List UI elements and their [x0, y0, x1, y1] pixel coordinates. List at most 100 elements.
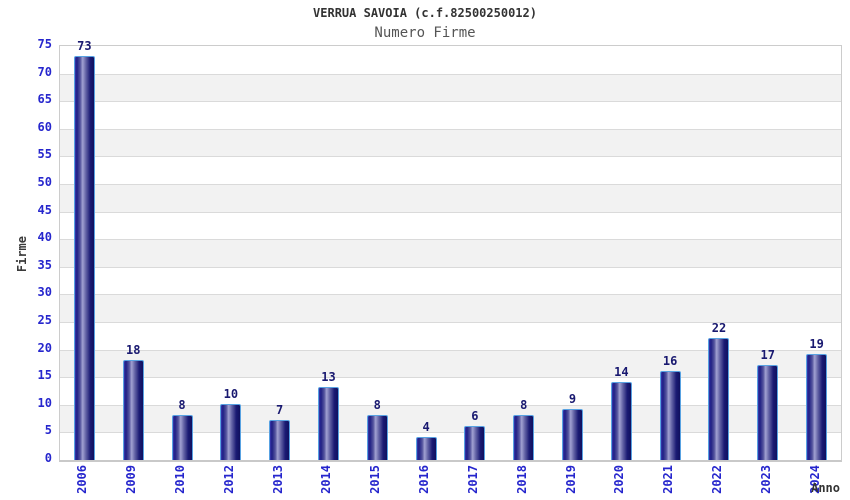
bar: [366, 414, 388, 460]
x-tick-label: 2009: [124, 465, 138, 498]
x-tick-label-text: 2023: [758, 465, 773, 494]
y-tick-label: 55: [37, 147, 52, 162]
bar-value-label: 17: [760, 348, 775, 363]
plot-band: [60, 184, 841, 212]
x-tick-label-text: 2020: [612, 465, 627, 494]
x-tick-label: 2019: [564, 465, 578, 498]
x-tick-label: 2014: [319, 465, 333, 498]
x-tick-label-text: 2016: [417, 465, 432, 494]
y-tick-label: 35: [37, 257, 52, 272]
gridline: [60, 101, 841, 103]
y-tick-label: 75: [37, 37, 52, 51]
x-tick-label-text: 2018: [514, 465, 529, 494]
x-tick-label-text: 2014: [319, 465, 334, 494]
y-tick-label: 15: [37, 368, 52, 383]
bar: [464, 425, 486, 460]
y-tick-label: 5: [44, 423, 52, 438]
bar: [610, 381, 632, 460]
plot-band: [60, 73, 841, 102]
bar: [171, 414, 193, 460]
gridline: [60, 266, 841, 268]
x-tick-label: 2017: [466, 465, 480, 498]
x-tick-label: 2018: [515, 465, 529, 498]
bar-value-label: 73: [77, 39, 92, 54]
bar-value-label: 13: [321, 370, 336, 385]
bar-value-label: 4: [422, 419, 430, 434]
gridline: [60, 239, 841, 241]
y-tick-label: 30: [37, 285, 52, 300]
bar-value-label: 18: [125, 342, 141, 357]
bar: [757, 365, 779, 460]
bar-value-label: 8: [178, 397, 186, 412]
bar: [269, 420, 291, 460]
bar: [220, 403, 242, 460]
x-tick-label: 2023: [759, 465, 773, 498]
x-axis-title: Anno: [811, 481, 840, 495]
bar: [317, 387, 339, 460]
x-tick-label: 2013: [271, 465, 285, 498]
bar-value-label: 7: [276, 403, 284, 418]
bar-value-label: 9: [568, 392, 577, 407]
x-tick-label: 2016: [417, 465, 431, 498]
bar-value-label: 22: [711, 320, 727, 335]
bar: [806, 354, 828, 460]
bar: [73, 56, 95, 460]
bar-value-label: 16: [662, 353, 678, 368]
plot-band: [60, 294, 841, 322]
plot-area: 73 18 8 10 7 13 8 4 6 8 9 14 16 22 17 19: [59, 39, 842, 462]
gridline: [60, 322, 841, 323]
x-tick-label: 2020: [612, 465, 626, 498]
x-tick-label-text: 2019: [563, 465, 578, 494]
chart-subtitle: Numero Firme: [374, 25, 476, 41]
gridline: [60, 184, 841, 185]
bar: [659, 370, 681, 460]
gridline: [60, 156, 841, 158]
plot-band: [60, 239, 841, 267]
x-tick-label: 2015: [368, 465, 382, 498]
bar-value-label: 6: [471, 408, 479, 423]
x-tick-label-text: 2022: [709, 465, 724, 494]
x-tick-label-text: 2010: [173, 465, 188, 494]
gridline: [60, 294, 841, 296]
y-tick-label: 50: [37, 175, 52, 189]
chart-title: VERRUA SAVOIA (c.f.82500250012): [313, 6, 537, 20]
bar-value-label: 14: [614, 364, 629, 379]
x-tick-label: 2012: [222, 465, 236, 498]
y-tick-label: 45: [37, 202, 52, 217]
bar-value-label: 8: [520, 397, 528, 412]
y-tick-label: 60: [37, 119, 52, 134]
x-tick-label-text: 2021: [661, 465, 676, 494]
gridline: [60, 404, 841, 406]
x-tick-label: 2021: [661, 465, 675, 498]
x-tick-label-text: 2013: [270, 465, 285, 494]
bar-value-label: 19: [809, 337, 824, 352]
x-tick-label-text: 2006: [75, 465, 90, 494]
gridline: [60, 128, 841, 130]
gridline: [60, 432, 841, 434]
gridline: [60, 211, 841, 213]
bar: [122, 359, 144, 460]
x-tick-label: 2022: [710, 465, 724, 498]
gridline: [60, 349, 841, 351]
plot-band: [60, 128, 841, 157]
x-tick-label: 2006: [75, 465, 89, 498]
bar-value-label: 8: [373, 397, 381, 412]
y-tick-label: 0: [44, 451, 52, 465]
x-tick-label-text: 2017: [465, 465, 480, 494]
gridline: [60, 377, 841, 379]
bar: [513, 414, 535, 460]
bar: [562, 409, 584, 460]
gridline: [60, 73, 841, 75]
x-tick-label-text: 2012: [221, 465, 236, 494]
x-tick-label-text: 2009: [124, 465, 139, 494]
bar: [708, 337, 730, 460]
bar: [415, 436, 437, 460]
y-tick-label: 10: [37, 395, 52, 410]
bar-value-label: 10: [223, 386, 239, 401]
x-tick-label: 2010: [173, 465, 187, 498]
x-tick-label-text: 2015: [368, 465, 383, 494]
y-tick-label: 70: [37, 64, 52, 79]
y-tick-label: 25: [37, 313, 52, 327]
y-tick-label: 20: [37, 340, 52, 355]
